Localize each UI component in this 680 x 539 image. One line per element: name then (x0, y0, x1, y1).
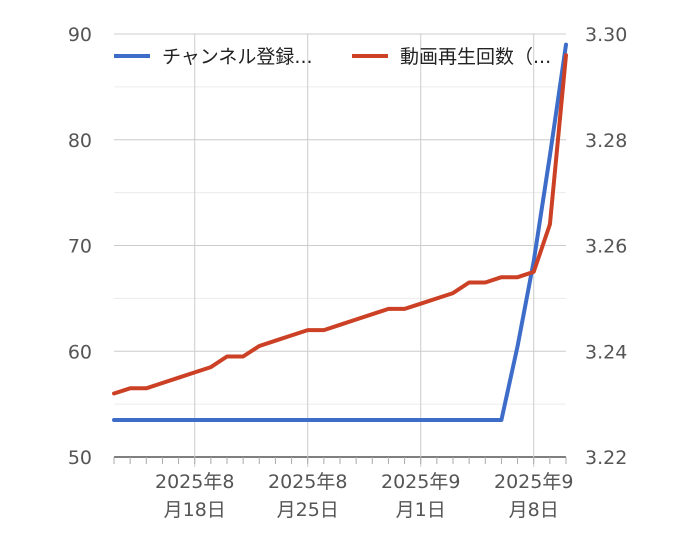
y-axis-right: 3.30 3.28 3.26 3.24 3.22 (585, 24, 627, 469)
series-line-subscribers (112, 42, 568, 422)
y-right-tick-label: 3.24 (585, 341, 627, 363)
y-left-tick-label: 60 (68, 341, 92, 363)
x-tick-label: 2025年9 (381, 471, 460, 493)
grid-lines (114, 33, 566, 467)
legend-label-subscribers[interactable]: チャンネル登録... (162, 46, 313, 68)
legend[interactable]: チャンネル登録... 動画再生回数（... (114, 46, 551, 68)
y-left-tick-label: 90 (68, 24, 92, 46)
series-lines (112, 42, 568, 422)
x-tick-label: 月25日 (277, 499, 339, 521)
x-tick-label: 2025年8 (155, 471, 234, 493)
y-right-tick-label: 3.26 (585, 236, 627, 258)
series-line-views (112, 53, 568, 396)
x-tick-label: 月18日 (164, 499, 226, 521)
y-left-tick-label: 80 (68, 130, 92, 152)
x-axis: 2025年8 月18日 2025年8 月25日 2025年9 月1日 2025年9 月8日 (113, 457, 573, 521)
y-axis-left: 90 80 70 60 50 (68, 24, 92, 469)
x-tick-label: 月1日 (396, 499, 446, 521)
y-left-tick-label: 50 (68, 447, 92, 469)
x-tick-label: 月8日 (509, 499, 559, 521)
x-tick-label: 2025年8 (268, 471, 347, 493)
y-right-tick-label: 3.28 (585, 130, 627, 152)
y-right-tick-label: 3.22 (585, 447, 627, 469)
y-left-tick-label: 70 (68, 236, 92, 258)
legend-label-views[interactable]: 動画再生回数（... (400, 46, 551, 68)
x-tick-label: 2025年9 (494, 471, 573, 493)
y-right-tick-label: 3.30 (585, 24, 627, 46)
